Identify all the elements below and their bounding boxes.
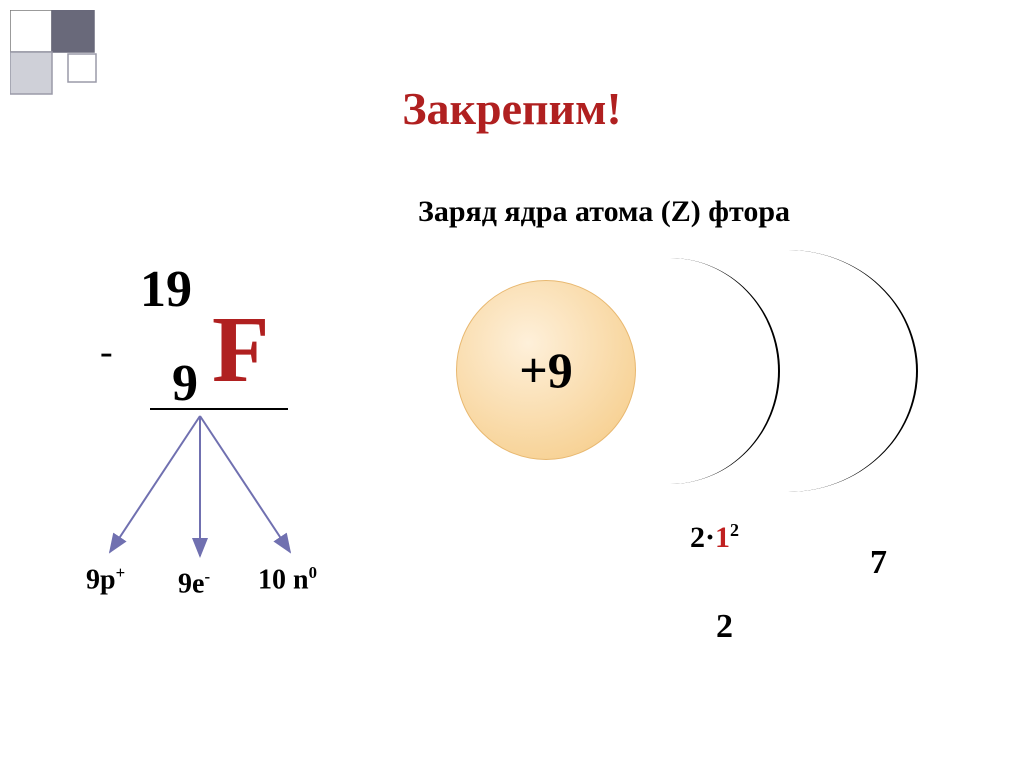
config1-dot: ·	[705, 521, 715, 554]
neutron-symbol: n	[293, 564, 309, 595]
corner-square	[68, 54, 96, 82]
proton-count: 9	[86, 564, 100, 595]
ion-charge-minus: -	[100, 330, 113, 374]
proton-count-label: 9p+	[86, 563, 125, 596]
electron-shell-2	[658, 250, 918, 492]
mass-number: 19	[140, 260, 192, 319]
neutron-count-label: 10 n0	[258, 563, 317, 596]
corner-square	[10, 52, 52, 94]
proton-symbol: p	[100, 564, 116, 595]
arrow-to-proton	[110, 416, 200, 552]
corner-decoration	[10, 10, 110, 115]
neutron-count: 10	[258, 564, 286, 595]
shell-config-2: 7	[870, 544, 887, 582]
config1-superscript: 2	[730, 520, 739, 540]
electron-charge: -	[204, 567, 210, 586]
electron-symbol: e	[192, 568, 204, 599]
arrow-to-neutron	[200, 416, 290, 552]
corner-square	[10, 10, 52, 52]
slide-subtitle: Заряд ядра атома (Z) фтора	[418, 195, 790, 229]
electron-count: 9	[178, 568, 192, 599]
corner-squares-svg	[10, 10, 110, 110]
shell-config-3: 2	[716, 608, 733, 646]
element-symbol: F	[212, 296, 269, 404]
neutron-charge: 0	[309, 563, 317, 582]
corner-square	[52, 10, 94, 52]
notation-underline	[150, 408, 288, 410]
config1-prefix: 2	[690, 521, 705, 554]
proton-charge: +	[116, 563, 126, 582]
shell-config-1: 2·12	[690, 520, 739, 555]
atomic-number: 9	[172, 354, 198, 413]
config1-highlight: 1	[715, 521, 730, 554]
slide-title: Закрепим!	[402, 82, 621, 135]
electron-count-label: 9e-	[178, 567, 210, 600]
